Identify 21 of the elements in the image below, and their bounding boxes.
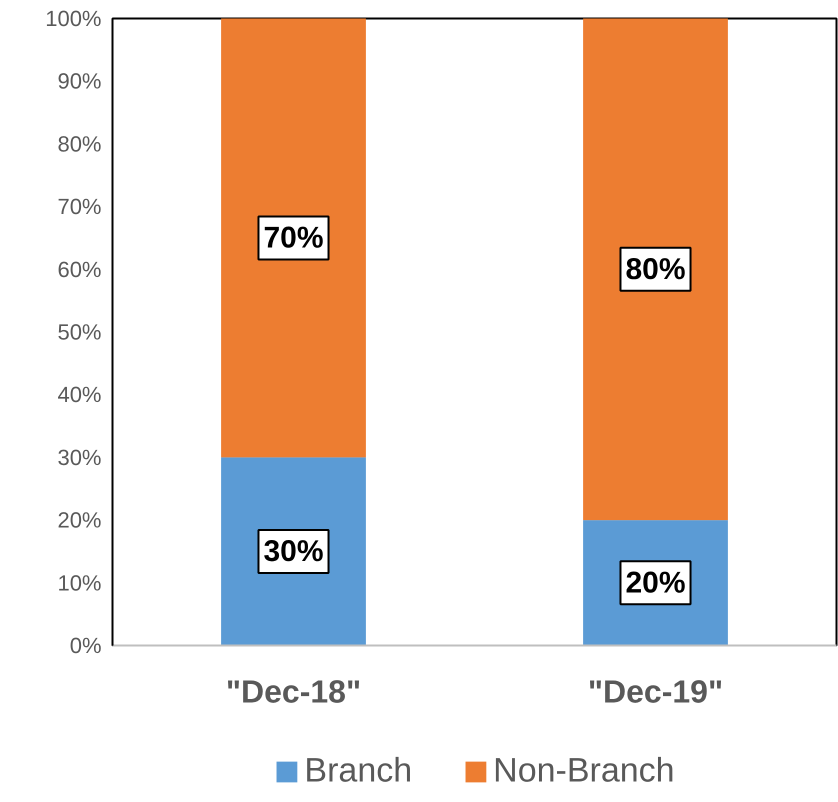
x-tick-label: "Dec-19": [588, 674, 724, 710]
data-label: 70%: [263, 221, 324, 254]
y-tick-label: 0%: [70, 633, 102, 658]
bar: [221, 18, 366, 458]
legend-label: Non-Branch: [493, 752, 675, 790]
y-tick-label: 70%: [57, 194, 102, 220]
y-tick-label: 80%: [57, 131, 102, 156]
y-tick-label: 40%: [57, 382, 102, 408]
y-tick-label: 10%: [57, 570, 102, 596]
x-tick-label: "Dec-18": [226, 674, 362, 710]
bar: [583, 18, 728, 520]
y-tick-label: 100%: [45, 6, 102, 31]
legend-label: Branch: [304, 752, 412, 790]
y-tick-label: 20%: [57, 508, 102, 533]
y-tick-label: 60%: [57, 256, 102, 282]
y-tick-label: 50%: [57, 320, 102, 344]
y-tick-label: 30%: [57, 444, 102, 470]
data-label: 20%: [625, 566, 686, 600]
y-tick-label: 90%: [57, 68, 102, 94]
data-label: 80%: [625, 252, 686, 286]
data-label: 30%: [263, 534, 324, 568]
